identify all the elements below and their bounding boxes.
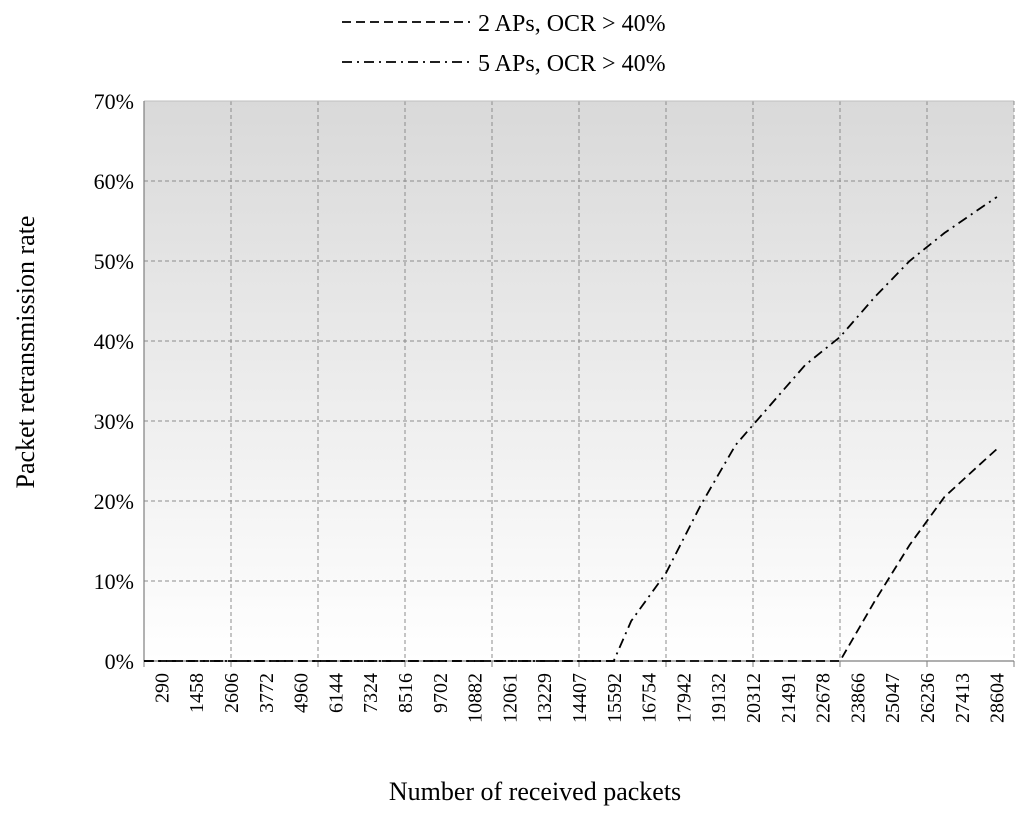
x-tick-label: 2606 bbox=[221, 673, 243, 713]
x-tick-label: 1458 bbox=[186, 673, 208, 713]
y-tick-label: 50% bbox=[94, 249, 134, 274]
x-tick-label: 13229 bbox=[534, 673, 556, 723]
x-tick-label: 25047 bbox=[882, 673, 904, 723]
x-tick-label: 9702 bbox=[430, 673, 452, 713]
y-tick-label: 0% bbox=[105, 649, 134, 674]
x-tick-label: 19132 bbox=[708, 673, 730, 723]
series-line-2 bbox=[144, 196, 998, 662]
x-tick-label: 8516 bbox=[395, 673, 417, 713]
x-tick-label: 290 bbox=[151, 673, 173, 703]
y-axis-title: Packet retransmission rate bbox=[11, 216, 40, 489]
legend: 2 APs, OCR > 40% 5 APs, OCR > 40% bbox=[342, 11, 666, 77]
x-tick-label: 23866 bbox=[847, 673, 869, 723]
x-tick-label: 26236 bbox=[917, 673, 939, 723]
x-tick-label: 4960 bbox=[291, 673, 313, 713]
legend-label-2: 5 APs, OCR > 40% bbox=[478, 51, 666, 77]
x-tick-label: 14407 bbox=[569, 673, 591, 723]
legend-label-1: 2 APs, OCR > 40% bbox=[478, 11, 666, 37]
y-tick-label: 20% bbox=[94, 489, 134, 514]
y-tick-label: 40% bbox=[94, 329, 134, 354]
x-tick-label: 28604 bbox=[987, 673, 1009, 723]
x-tick-label: 16754 bbox=[639, 673, 661, 723]
x-tick-label: 7324 bbox=[360, 673, 382, 713]
x-tick-label: 3772 bbox=[256, 673, 278, 713]
x-tick-label: 17942 bbox=[673, 673, 695, 723]
series-lines bbox=[144, 196, 998, 662]
x-tick-label: 12061 bbox=[499, 673, 521, 723]
gridlines bbox=[144, 100, 1014, 661]
x-tick-label: 15592 bbox=[604, 673, 626, 723]
y-tick-label: 10% bbox=[94, 569, 134, 594]
x-tick-label: 10882 bbox=[465, 673, 487, 723]
x-tick-label: 27413 bbox=[952, 673, 974, 723]
y-tick-label: 30% bbox=[94, 409, 134, 434]
x-tick-label: 6144 bbox=[325, 673, 347, 713]
x-tick-label: 21491 bbox=[778, 673, 800, 723]
x-axis-title: Number of received packets bbox=[389, 777, 681, 806]
x-tick-label: 22678 bbox=[813, 673, 835, 723]
x-tick-labels: 290 1458 2606 3772 4960 6144 7324 8516 9702 10882… bbox=[151, 673, 1008, 723]
y-tick-labels: 0% 10% 20% 30% 40% 50% 60% 70% bbox=[94, 89, 134, 674]
y-tick-label: 70% bbox=[94, 89, 134, 114]
x-tick-label: 20312 bbox=[743, 673, 765, 723]
y-tick-label: 60% bbox=[94, 169, 134, 194]
